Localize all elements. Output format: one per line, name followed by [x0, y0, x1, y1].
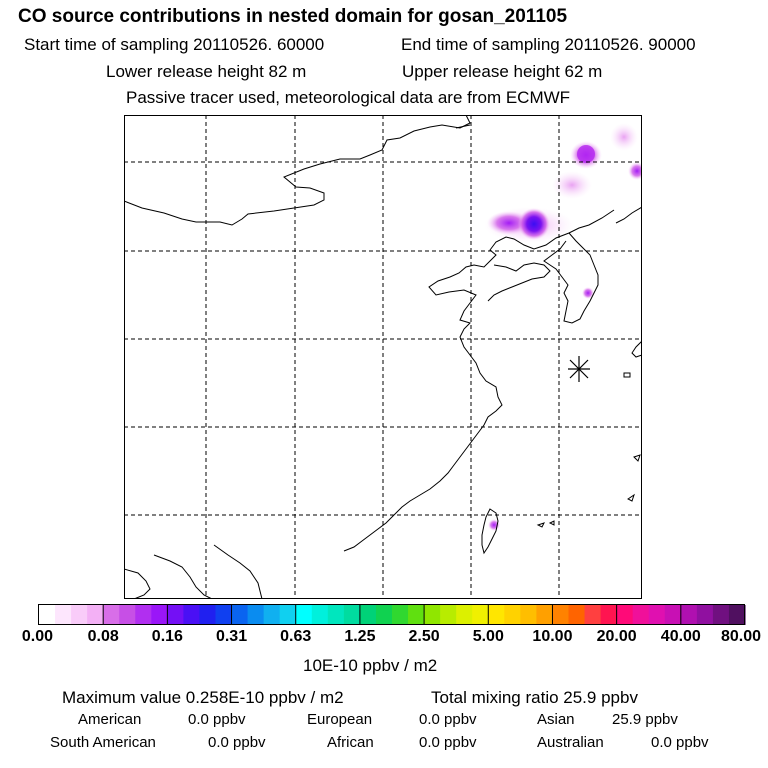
colorbar-cell — [408, 605, 425, 625]
map-title: CO source contributions in nested domain… — [18, 6, 568, 27]
colorbar-cell — [311, 605, 329, 625]
australian-value: 0.0 ppbv — [651, 734, 709, 751]
colorbar-cell — [648, 605, 666, 625]
end-time: End time of sampling 20110526. 90000 — [401, 35, 696, 54]
colorbar-cell — [103, 605, 120, 625]
colorbar-cell — [215, 605, 233, 625]
tracer-note: Passive tracer used, meteorological data… — [126, 88, 571, 107]
colorbar-cell — [199, 605, 217, 625]
colorbar-cell — [71, 605, 88, 625]
colorbar-cell — [263, 605, 281, 625]
colorbar-cell — [167, 605, 185, 625]
colorbar-cell — [632, 605, 650, 625]
colorbar-tick-label: 80.00 — [720, 628, 762, 645]
colorbar-tick-label: 0.63 — [280, 628, 312, 645]
colorbar-cell — [696, 605, 714, 625]
colorbar-cell — [616, 605, 634, 625]
colorbar-cell — [87, 605, 104, 625]
colorbar-tick-label: 1.25 — [344, 628, 376, 645]
colorbar-cell — [359, 605, 377, 625]
colorbar-cell — [488, 605, 505, 625]
colorbar-cell — [552, 605, 570, 625]
american-value: 0.0 ppbv — [188, 711, 246, 728]
south-american-value: 0.0 ppbv — [208, 734, 266, 751]
start-time: Start time of sampling 20110526. 60000 — [24, 35, 325, 54]
colorbar-cell — [327, 605, 345, 625]
colorbar-cell — [568, 605, 586, 625]
colorbar-cell — [247, 605, 265, 625]
colorbar-cell — [343, 605, 361, 625]
colorbar-tick-label: 10.00 — [532, 628, 573, 645]
tracer-plume — [484, 123, 642, 531]
colorbar-tick-label: 40.00 — [660, 628, 701, 645]
lower-release-height: Lower release height 82 m — [106, 62, 307, 81]
colorbar-cell — [712, 605, 730, 625]
coastlines — [124, 115, 642, 599]
colorbar-cell — [295, 605, 313, 625]
lat-lon-grid — [124, 115, 642, 599]
receptor-marker — [568, 356, 590, 382]
colorbar-cell — [119, 605, 136, 625]
colorbar-cell — [375, 605, 393, 625]
european-label: European — [307, 711, 373, 728]
colorbar-cell — [728, 605, 746, 625]
total-mixing-ratio: Total mixing ratio 25.9 ppbv — [431, 688, 638, 707]
colorbar-tick-label: 0.08 — [87, 628, 119, 645]
asian-value: 25.9 ppbv — [612, 711, 678, 728]
contribution-map — [124, 115, 642, 599]
colorbar-cell — [55, 605, 72, 625]
colorbar-unit: 10E-10 ppbv / m2 — [303, 656, 438, 675]
colorbar-cell — [424, 605, 441, 625]
american-label: American — [78, 711, 142, 728]
max-value: Maximum value 0.258E-10 ppbv / m2 — [62, 688, 344, 707]
colorbar-cell — [504, 605, 521, 625]
colorbar-tick-label: 5.00 — [472, 628, 504, 645]
asian-label: Asian — [537, 711, 575, 728]
colorbar-tick-label: 0.00 — [21, 628, 54, 645]
colorbar-tick-label: 20.00 — [596, 628, 637, 645]
colorbar-tick-label: 0.31 — [215, 628, 248, 645]
colorbar-cell — [584, 605, 602, 625]
colorbar-cell — [440, 605, 457, 625]
colorbar-cell — [231, 605, 249, 625]
australian-label: Australian — [537, 734, 604, 751]
colorbar-cell — [456, 605, 473, 625]
colorbar-tick-label: 2.50 — [408, 628, 440, 645]
colorbar-cell — [392, 605, 409, 625]
colorbar-cell — [536, 605, 554, 625]
colorbar-cell — [183, 605, 201, 625]
colorbar — [38, 604, 746, 625]
map-frame — [124, 115, 642, 599]
colorbar-cell — [680, 605, 698, 625]
colorbar-cell — [279, 605, 297, 625]
upper-release-height: Upper release height 62 m — [402, 62, 603, 81]
colorbar-cell — [39, 605, 56, 625]
colorbar-cell — [472, 605, 489, 625]
colorbar-cell — [520, 605, 538, 625]
african-label: African — [327, 734, 374, 751]
colorbar-cell — [151, 605, 168, 625]
african-value: 0.0 ppbv — [419, 734, 477, 751]
colorbar-cell — [600, 605, 618, 625]
european-value: 0.0 ppbv — [419, 711, 477, 728]
colorbar-cell — [135, 605, 152, 625]
colorbar-cell — [664, 605, 682, 625]
colorbar-tick-label: 0.16 — [151, 628, 183, 645]
south-american-label: South American — [50, 734, 156, 751]
